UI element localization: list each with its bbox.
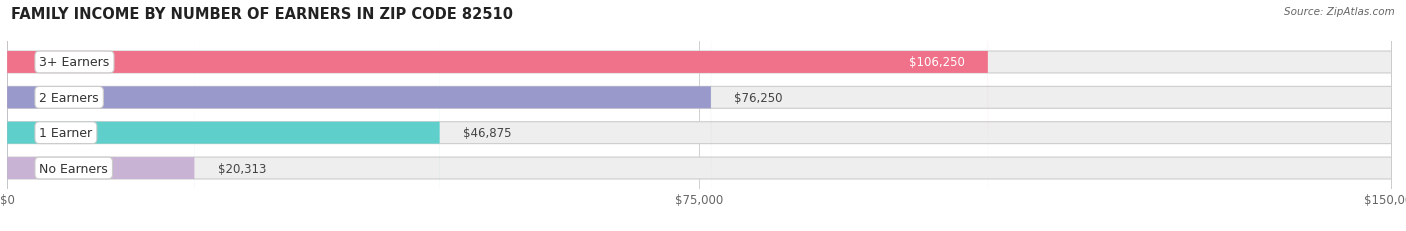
- FancyBboxPatch shape: [7, 0, 1392, 231]
- Text: $20,313: $20,313: [218, 162, 266, 175]
- Text: 1 Earner: 1 Earner: [39, 127, 93, 140]
- FancyBboxPatch shape: [7, 0, 988, 231]
- FancyBboxPatch shape: [7, 0, 194, 231]
- Text: $76,250: $76,250: [734, 91, 783, 104]
- Text: $106,250: $106,250: [910, 56, 965, 69]
- FancyBboxPatch shape: [7, 0, 1392, 231]
- Text: 3+ Earners: 3+ Earners: [39, 56, 110, 69]
- FancyBboxPatch shape: [7, 0, 1392, 231]
- Text: Source: ZipAtlas.com: Source: ZipAtlas.com: [1284, 7, 1395, 17]
- Text: No Earners: No Earners: [39, 162, 108, 175]
- FancyBboxPatch shape: [7, 0, 711, 231]
- FancyBboxPatch shape: [7, 0, 1392, 231]
- FancyBboxPatch shape: [7, 0, 440, 231]
- Text: $46,875: $46,875: [463, 127, 512, 140]
- Text: FAMILY INCOME BY NUMBER OF EARNERS IN ZIP CODE 82510: FAMILY INCOME BY NUMBER OF EARNERS IN ZI…: [11, 7, 513, 22]
- Text: 2 Earners: 2 Earners: [39, 91, 98, 104]
